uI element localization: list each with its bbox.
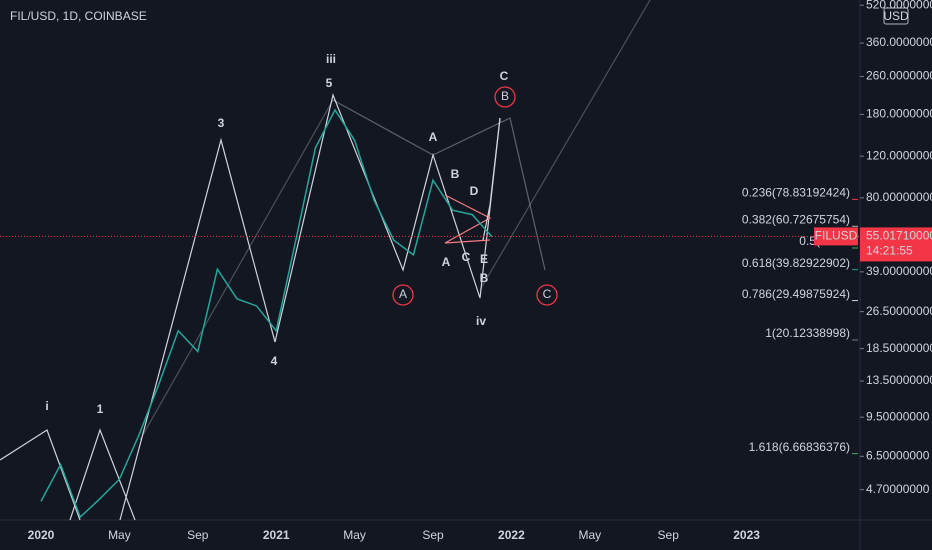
y-tick-label: 360.00000000 (866, 35, 932, 49)
wave-label: C (500, 69, 509, 83)
price-tag (860, 227, 932, 262)
fib-label: 1.618(6.66836376) (749, 440, 850, 454)
currency: USD (883, 9, 909, 23)
x-tick-label: 2021 (263, 528, 290, 542)
fib-label: 1(20.12338998) (765, 326, 850, 340)
y-tick-label: 180.00000000 (866, 107, 932, 121)
y-tick-label: 520.00000000 (866, 0, 932, 11)
wave-label: iii (326, 52, 336, 66)
symbol-title: FIL/USD, 1D, COINBASE (10, 9, 147, 23)
y-tick-label: 18.50000000 (866, 341, 932, 355)
x-tick-label: Sep (422, 528, 444, 542)
wave-label: A (442, 255, 451, 269)
x-tick-label: 2020 (28, 528, 55, 542)
symbol-tag (814, 227, 858, 246)
wave-label: A (429, 130, 438, 144)
y-tick-label: 120.00000000 (866, 148, 932, 162)
wave-label: 4 (271, 354, 278, 368)
wave-label: C (543, 287, 552, 301)
wave-label: D (470, 184, 479, 198)
wave-label: iv (476, 314, 486, 328)
x-tick-label: May (578, 528, 601, 542)
wave-label: B (501, 89, 509, 103)
wave-circle (494, 86, 516, 108)
countdown: 14:21:55 (866, 244, 913, 258)
price-line (40, 108, 493, 519)
triangle (444, 194, 492, 244)
fib-label: 0.236(78.83192424) (742, 186, 850, 200)
y-tick-label: 39.00000000 (866, 264, 932, 278)
trend-line (139, 99, 334, 441)
fib-label: 0.382(60.72675754) (742, 212, 850, 226)
wave-circle (536, 284, 558, 306)
wave-line (69, 428, 136, 521)
wave-circle (392, 284, 414, 306)
fib-label: 0.618(39.82922902) (742, 256, 850, 270)
x-tick-label: 2023 (733, 528, 760, 542)
y-tick-label: 13.50000000 (866, 373, 932, 387)
currency-box (883, 7, 909, 25)
y-tick-label: 260.00000000 (866, 69, 932, 83)
y-tick-label: 6.50000000 (866, 448, 930, 462)
wave-label: 1 (97, 402, 104, 416)
wave-projection (332, 99, 546, 271)
x-tick-label: 2022 (498, 528, 525, 542)
wave-label: 3 (218, 116, 225, 130)
wave-label: i (45, 399, 48, 413)
trend-line (479, 0, 651, 291)
y-tick-label: 26.50000000 (866, 304, 932, 318)
fib-label: 0.786(29.49875924) (742, 287, 850, 301)
x-tick-label: May (108, 528, 131, 542)
wave-label: A (399, 287, 407, 301)
price-label: 55.01710000 (866, 229, 932, 243)
y-tick-label: 4.70000000 (866, 482, 930, 496)
wave-label: E (480, 252, 488, 266)
symbol-label: FILUSD (815, 229, 858, 243)
wave-label: B (480, 271, 489, 285)
y-tick-label: 9.50000000 (866, 409, 930, 423)
y-tick-label: 80.00000000 (866, 190, 932, 204)
wave-label: 5 (326, 76, 333, 90)
wave-label: C (462, 250, 471, 264)
x-tick-label: May (343, 528, 366, 542)
x-tick-label: Sep (187, 528, 209, 542)
wave-line (0, 429, 81, 521)
x-tick-label: Sep (658, 528, 680, 542)
wave-label: B (451, 167, 460, 181)
